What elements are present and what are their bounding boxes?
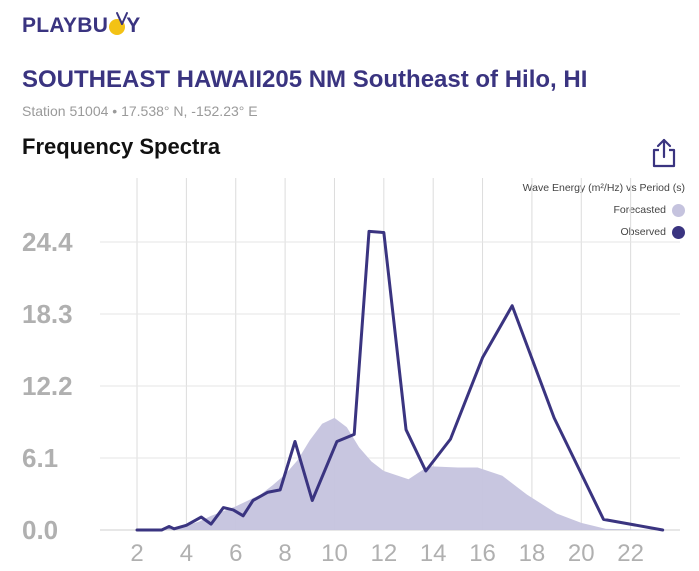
legend-swatch-forecasted <box>672 203 685 217</box>
x-tick-label: 12 <box>370 540 397 567</box>
antenna-icon <box>116 12 128 25</box>
y-tick-label: 0.0 <box>22 515 58 545</box>
legend-swatch-observed <box>672 225 685 239</box>
share-icon <box>652 138 676 168</box>
x-tick-label: 20 <box>568 540 595 567</box>
y-tick-label: 18.3 <box>22 299 73 329</box>
y-tick-label: 24.4 <box>22 227 73 257</box>
share-button[interactable] <box>648 136 680 170</box>
x-tick-label: 2 <box>130 540 143 567</box>
legend-title: Wave Energy (m²/Hz) vs Period (s) <box>523 177 685 199</box>
x-tick-label: 18 <box>519 540 546 567</box>
y-tick-label: 12.2 <box>22 371 73 401</box>
legend-label-forecasted: Forecasted <box>613 204 666 216</box>
series-forecasted-area <box>137 417 668 530</box>
legend-item-observed[interactable]: Observed <box>523 221 685 243</box>
chart-legend: Wave Energy (m²/Hz) vs Period (s) Foreca… <box>523 177 685 243</box>
x-tick-label: 22 <box>617 540 644 567</box>
page-title: SOUTHEAST HAWAII205 NM Southeast of Hilo… <box>22 66 588 93</box>
x-tick-label: 16 <box>469 540 496 567</box>
frequency-spectra-chart: 0.0 6.1 12.2 18.3 24.4 2 4 6 8 10 12 14 16 18 20 22 <box>22 178 680 567</box>
x-tick-label: 4 <box>180 540 193 567</box>
x-tick-label: 6 <box>229 540 242 567</box>
legend-item-forecasted[interactable]: Forecasted <box>523 199 685 221</box>
series-observed-line <box>135 229 665 532</box>
y-tick-label: 6.1 <box>22 443 58 473</box>
x-tick-label: 14 <box>420 540 447 567</box>
legend-title-text: Wave Energy (m²/Hz) vs Period (s) <box>522 182 685 194</box>
brand-logo[interactable]: PLAYBU Y <box>22 14 141 38</box>
brand-name-right: Y <box>126 14 141 37</box>
x-tick-label: 10 <box>321 540 348 567</box>
x-tick-label: 8 <box>278 540 291 567</box>
section-title: Frequency Spectra <box>22 134 221 159</box>
station-subtitle: Station 51004 • 17.538° N, -152.23° E <box>22 103 258 119</box>
legend-label-observed: Observed <box>620 226 666 238</box>
brand-name-left: PLAYBU <box>22 14 109 37</box>
